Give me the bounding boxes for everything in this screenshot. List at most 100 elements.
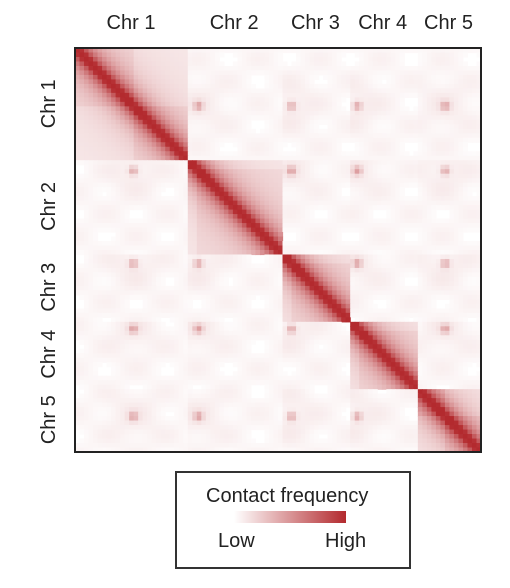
heatmap-cell [467, 191, 473, 197]
heatmap-cell [471, 200, 478, 206]
heatmap-cell [314, 276, 320, 283]
heatmap-cell [363, 173, 369, 179]
heatmap-cell [426, 214, 432, 220]
heatmap-cell [462, 65, 469, 72]
heatmap-cell [214, 267, 220, 274]
heatmap-cell [246, 254, 252, 260]
heatmap-cell [133, 110, 139, 116]
heatmap-cell [223, 258, 229, 265]
heatmap-cell [282, 227, 288, 233]
heatmap-cell [151, 133, 157, 139]
heatmap-cell [467, 276, 473, 283]
heatmap-cell [291, 196, 297, 202]
heatmap-cell [232, 92, 238, 98]
heatmap-cell [458, 236, 464, 242]
heatmap-cell [264, 272, 270, 278]
heatmap-cell [368, 48, 374, 54]
heatmap-cell [354, 187, 360, 193]
heatmap-cell [142, 303, 148, 309]
heatmap-cell [115, 285, 121, 291]
heatmap-cell [241, 209, 248, 215]
heatmap-cell [399, 267, 405, 274]
heatmap-cell [390, 303, 396, 309]
heatmap-cell [300, 88, 306, 94]
heatmap-cell [246, 209, 252, 215]
heatmap-cell [250, 191, 257, 197]
heatmap-cell [422, 250, 428, 256]
heatmap-cell [237, 61, 243, 67]
heatmap-cell [422, 97, 428, 103]
heatmap-cell [386, 205, 392, 211]
heatmap-cell [106, 205, 112, 211]
heatmap-cell [228, 178, 234, 184]
heatmap-cell [79, 227, 85, 233]
heatmap-cell [196, 151, 202, 157]
heatmap-cell [174, 205, 180, 211]
heatmap-cell [354, 83, 360, 89]
heatmap-cell [138, 128, 144, 134]
heatmap-cell [381, 70, 387, 76]
heatmap-cell [84, 106, 90, 112]
heatmap-cell [377, 250, 383, 256]
heatmap-cell [88, 137, 94, 143]
heatmap-cell [147, 236, 153, 242]
heatmap-cell [169, 272, 175, 278]
heatmap-cell [232, 142, 238, 148]
heatmap-cell [147, 164, 153, 170]
heatmap-cell [471, 303, 478, 309]
heatmap-cell [129, 65, 135, 72]
heatmap-cell [395, 88, 401, 94]
heatmap-cell [111, 115, 117, 121]
heatmap-cell [115, 263, 121, 269]
heatmap-cell [178, 119, 184, 125]
heatmap-cell [268, 124, 275, 130]
heatmap-cell [160, 227, 166, 233]
heatmap-cell [282, 110, 288, 116]
heatmap-cell [93, 155, 99, 161]
heatmap-cell [223, 128, 229, 134]
heatmap-cell [142, 119, 148, 125]
heatmap-cell [106, 52, 112, 58]
heatmap-cell [187, 115, 193, 121]
heatmap-cell [300, 92, 306, 98]
heatmap-cell [377, 110, 383, 116]
heatmap-cell [327, 128, 333, 134]
heatmap-cell [156, 119, 162, 125]
heatmap-cell [395, 101, 401, 107]
heatmap-cell [467, 182, 473, 188]
heatmap-cell [102, 56, 108, 63]
heatmap-cell [268, 299, 275, 305]
heatmap-cell [196, 173, 202, 179]
heatmap-cell [345, 70, 351, 76]
heatmap-cell [395, 92, 401, 98]
heatmap-cell [431, 70, 437, 76]
heatmap-cell [381, 173, 387, 179]
heatmap-cell [129, 223, 135, 229]
heatmap-cell [318, 119, 324, 125]
heatmap-cell [174, 74, 180, 81]
heatmap-cell [350, 65, 356, 72]
heatmap-cell [282, 218, 288, 224]
heatmap-cell [124, 48, 130, 54]
heatmap-cell [278, 65, 284, 72]
heatmap-cell [192, 223, 198, 229]
heatmap-cell [368, 290, 374, 296]
heatmap-cell [201, 209, 207, 215]
heatmap-cell [250, 182, 257, 188]
heatmap-cell [165, 110, 171, 116]
heatmap-cell [386, 48, 392, 54]
heatmap-cell [413, 115, 419, 121]
heatmap-cell [300, 263, 306, 269]
heatmap-cell [192, 97, 198, 103]
heatmap-cell [435, 74, 441, 81]
heatmap-cell [449, 101, 455, 107]
heatmap-cell [187, 232, 193, 238]
heatmap-cell [386, 182, 392, 188]
heatmap-cell [291, 151, 297, 157]
heatmap-cell [241, 56, 248, 63]
heatmap-cell [192, 191, 198, 197]
heatmap-cell [404, 209, 410, 215]
heatmap-cell [399, 83, 405, 89]
heatmap-cell [476, 209, 481, 215]
heatmap-cell [318, 223, 324, 229]
